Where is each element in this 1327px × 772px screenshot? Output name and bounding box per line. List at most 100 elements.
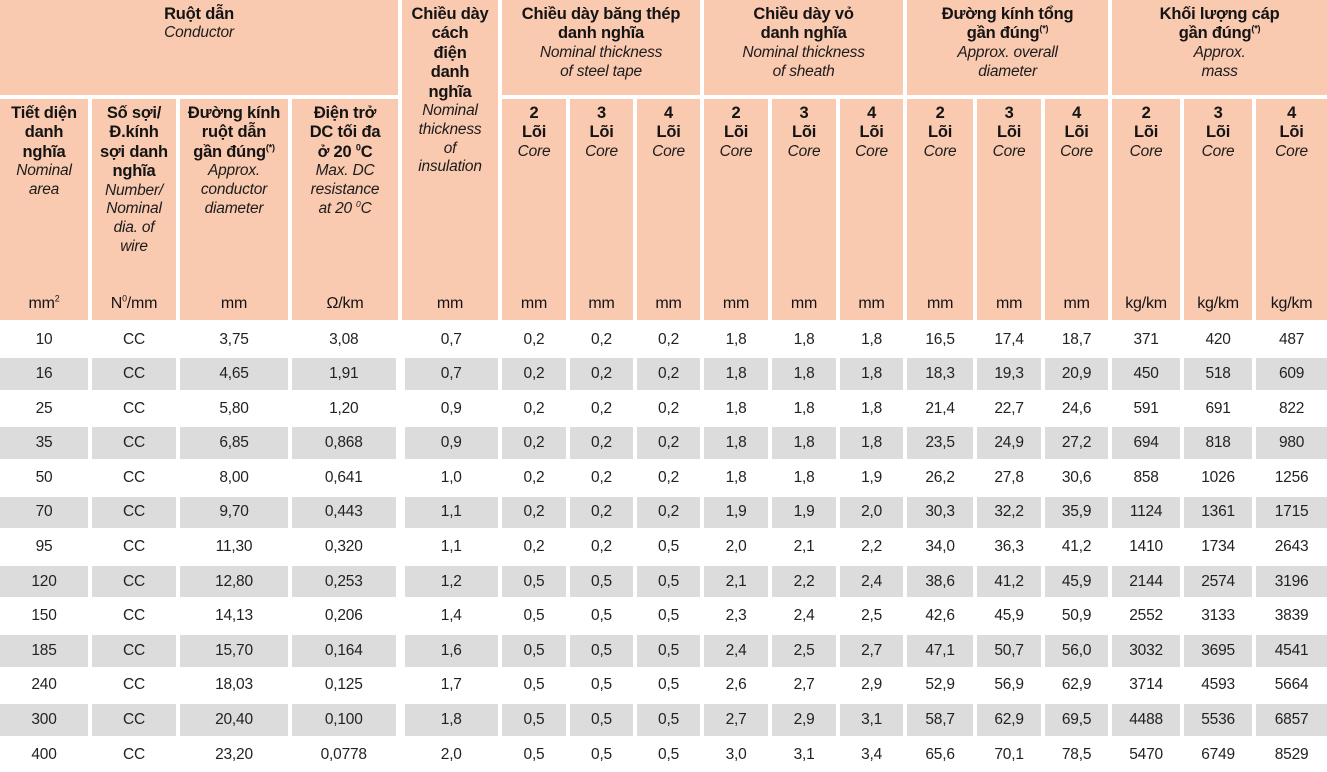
table-cell: 5470 — [1108, 735, 1185, 772]
table-cell: 2643 — [1252, 528, 1327, 566]
table-cell: 30,6 — [1041, 458, 1113, 497]
table-cell: 18,7 — [1041, 320, 1113, 359]
sub-header-diameter-2core: 2 Lõi Core — [903, 95, 978, 287]
table-cell: 1,4 — [395, 597, 503, 635]
table-cell: 27,2 — [1041, 424, 1113, 462]
unit-cell: N0/mm — [88, 287, 180, 324]
table-cell: 45,9 — [973, 597, 1046, 635]
sub-header-steel-tape-4core: 4 Lõi Core — [633, 95, 705, 287]
table-cell: 1,8 — [700, 458, 773, 497]
core-count: 2 — [935, 104, 945, 122]
table-cell: 2,2 — [768, 562, 841, 601]
table-cell: 2,7 — [700, 701, 773, 739]
table-cell: CC — [88, 493, 180, 532]
table-cell: 1361 — [1180, 493, 1257, 532]
table-cell: 1,7 — [395, 666, 503, 705]
table-cell: 3,0 — [700, 735, 773, 772]
sub-header-row: Tiết diện danh nghĩa Nominal area Số sợi… — [0, 95, 1327, 287]
table-cell: 1,20 — [287, 389, 403, 428]
table-cell: 1,8 — [700, 424, 773, 462]
unit-cell: kg/km — [1252, 287, 1327, 324]
table-cell: 30,3 — [903, 493, 978, 532]
table-cell: 1734 — [1180, 528, 1257, 566]
table-cell: 56,0 — [1041, 632, 1113, 670]
unit-cell: mm — [633, 287, 705, 324]
table-cell: 5664 — [1252, 666, 1327, 705]
table-cell: 0,641 — [287, 458, 403, 497]
table-cell: 2,9 — [836, 666, 908, 705]
core-label-en: Core — [1060, 142, 1093, 160]
table-cell: 50,7 — [973, 632, 1046, 670]
table-row: 150 CC 14,13 0,206 1,4 0,5 0,5 0,5 2,3 2,4 2,5 42,6… — [0, 597, 1327, 635]
table-cell: 6749 — [1180, 735, 1257, 772]
table-cell: 818 — [1180, 424, 1257, 462]
core-label-vi: Lõi — [1064, 123, 1089, 142]
core-label-vi: Lõi — [1206, 123, 1231, 142]
table-cell: 0,5 — [498, 666, 571, 705]
unit-cell: kg/km — [1108, 287, 1185, 324]
table-cell: 0,2 — [498, 493, 571, 532]
table-cell: 24,9 — [973, 424, 1046, 462]
table-cell: 0,253 — [287, 562, 403, 601]
table-cell: 50 — [0, 458, 92, 497]
unit-cell: kg/km — [1180, 287, 1257, 324]
core-label-en: Core — [585, 142, 618, 160]
core-label-en: Core — [1201, 142, 1235, 160]
table-cell: 78,5 — [1041, 735, 1113, 772]
group-label-en: Nominal thickness of sheath — [742, 43, 865, 80]
table-cell: 0,5 — [566, 735, 638, 772]
table-cell: 0,9 — [395, 389, 503, 428]
table-cell: 0,2 — [498, 424, 571, 462]
table-cell: 691 — [1180, 389, 1257, 428]
table-cell: 1,8 — [836, 320, 908, 359]
core-label-en: Core — [1129, 142, 1163, 160]
sub-label-vi: Tiết diện danh nghĩa — [11, 104, 77, 161]
table-cell: 6,85 — [176, 424, 292, 462]
table-cell: 694 — [1108, 424, 1185, 462]
table-cell: 3196 — [1252, 562, 1327, 601]
table-cell: CC — [88, 666, 180, 705]
sub-header-nominal-area: Tiết diện danh nghĩa Nominal area — [0, 95, 92, 287]
core-label-vi: Lõi — [521, 123, 547, 142]
table-cell: 70 — [0, 493, 92, 532]
table-cell: 1715 — [1252, 493, 1327, 532]
table-cell: 3,4 — [836, 735, 908, 772]
table-cell: 22,7 — [973, 389, 1046, 428]
table-cell: 0,2 — [498, 320, 571, 359]
sub-header-diameter-3core: 3 Lõi Core — [973, 95, 1046, 287]
table-cell: CC — [88, 458, 180, 497]
table-cell: 3032 — [1108, 632, 1185, 670]
table-cell: 1,8 — [700, 355, 773, 393]
sub-header-sheath-2core: 2 Lõi Core — [700, 95, 773, 287]
table-cell: 591 — [1108, 389, 1185, 428]
table-row: 120 CC 12,80 0,253 1,2 0,5 0,5 0,5 2,1 2,2 2,4 38,6… — [0, 562, 1327, 601]
table-cell: 2,4 — [768, 597, 841, 635]
sub-label-en: Max. DC resistance at 20 0C — [310, 162, 380, 217]
table-cell: 34,0 — [903, 528, 978, 566]
unit-cell: Ω/km — [287, 287, 403, 324]
table-cell: 400 — [0, 735, 92, 772]
table-cell: 95 — [0, 528, 92, 566]
table-cell: CC — [88, 320, 180, 359]
table-cell: 10 — [0, 320, 92, 359]
core-label-en: Core — [517, 142, 551, 160]
unit-cell: mm — [1041, 287, 1113, 324]
table-cell: 487 — [1252, 320, 1327, 359]
table-cell: 0,7 — [395, 355, 503, 393]
unit-cell: mm — [836, 287, 908, 324]
group-header-insulation: Chiều dày cách điện danh nghĩa Nominal t… — [398, 0, 503, 287]
unit-cell: mm — [566, 287, 638, 324]
table-cell: 1,8 — [395, 701, 503, 739]
table-cell: 0,5 — [566, 666, 638, 705]
group-label-vi: Đường kính tổng gần đúng(*) — [941, 5, 1074, 43]
core-label-en: Core — [992, 142, 1026, 160]
table-cell: 25 — [0, 389, 92, 428]
core-label-vi: Lõi — [1134, 123, 1159, 142]
table-cell: 2574 — [1180, 562, 1257, 601]
table-cell: 2,4 — [700, 632, 773, 670]
table-cell: 69,5 — [1041, 701, 1113, 739]
table-cell: 2,1 — [768, 528, 841, 566]
group-label-en: Nominal thickness of insulation — [418, 102, 482, 176]
table-body: 10 CC 3,75 3,08 0,7 0,2 0,2 0,2 1,8 1,8 1,8 16,5 17,… — [0, 320, 1327, 772]
core-label-vi: Lõi — [1279, 123, 1304, 142]
